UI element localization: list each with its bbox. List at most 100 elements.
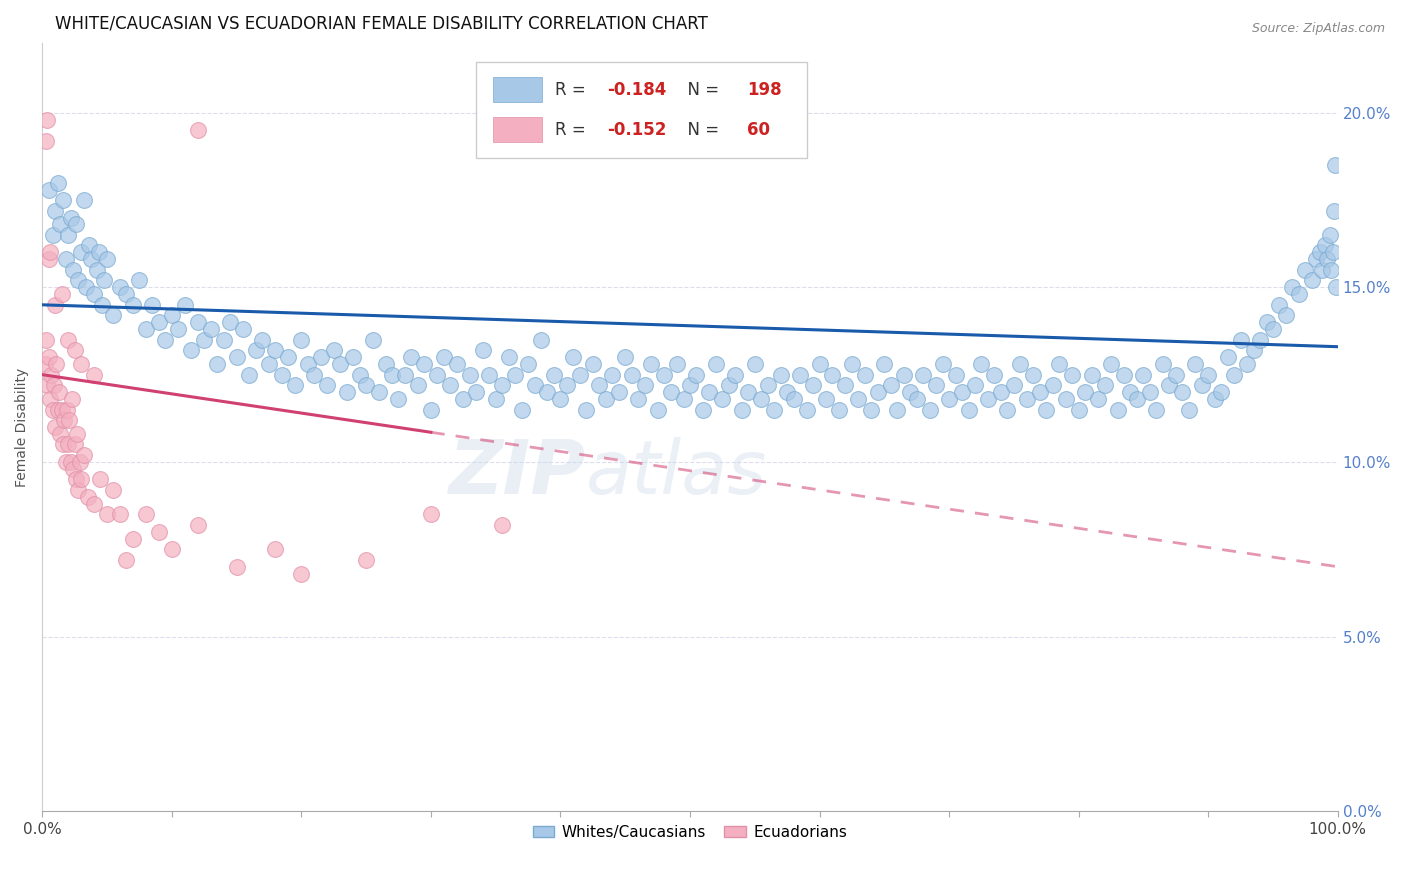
Point <box>938 392 960 406</box>
Point <box>277 350 299 364</box>
Point <box>1268 298 1291 312</box>
Point <box>37 378 59 392</box>
Point <box>880 378 903 392</box>
Point <box>52 437 75 451</box>
Point <box>38 350 60 364</box>
Point <box>749 392 772 406</box>
Point <box>35 333 58 347</box>
Point <box>672 392 695 406</box>
Text: N =: N = <box>678 120 724 139</box>
Point <box>666 357 689 371</box>
Text: Source: ZipAtlas.com: Source: ZipAtlas.com <box>1251 22 1385 36</box>
Text: 60: 60 <box>747 120 770 139</box>
Point <box>1320 263 1343 277</box>
Point <box>89 472 111 486</box>
Point <box>264 542 287 557</box>
Point <box>290 333 312 347</box>
Point <box>245 343 267 358</box>
Point <box>478 368 501 382</box>
Point <box>115 287 138 301</box>
Point <box>46 176 69 190</box>
Point <box>52 193 75 207</box>
Point <box>59 211 82 225</box>
Point <box>349 368 371 382</box>
Point <box>1261 322 1284 336</box>
Point <box>69 455 91 469</box>
Point <box>977 392 1000 406</box>
Point <box>1042 378 1064 392</box>
Point <box>77 238 100 252</box>
Point <box>1035 402 1057 417</box>
Point <box>225 350 247 364</box>
Point <box>983 368 1005 382</box>
FancyBboxPatch shape <box>494 118 543 142</box>
Point <box>90 298 112 312</box>
Point <box>39 392 62 406</box>
Text: 198: 198 <box>747 81 782 99</box>
Text: -0.184: -0.184 <box>607 81 666 99</box>
Point <box>647 402 669 417</box>
Point <box>614 350 637 364</box>
Point <box>65 472 87 486</box>
Point <box>536 385 558 400</box>
Point <box>1319 227 1341 242</box>
Point <box>115 553 138 567</box>
Point <box>1275 308 1298 322</box>
Point <box>148 524 170 539</box>
Point <box>789 368 811 382</box>
Point <box>304 368 326 382</box>
Point <box>135 322 157 336</box>
Point <box>122 532 145 546</box>
Point <box>309 350 332 364</box>
Point <box>322 343 344 358</box>
Point <box>796 402 818 417</box>
Text: atlas: atlas <box>586 437 768 509</box>
Point <box>1256 315 1278 329</box>
Point <box>1322 245 1344 260</box>
Point <box>180 343 202 358</box>
Point <box>485 392 508 406</box>
Point <box>498 350 520 364</box>
Point <box>503 368 526 382</box>
Point <box>368 385 391 400</box>
Point <box>575 402 598 417</box>
Point <box>44 203 66 218</box>
Text: ZIP: ZIP <box>449 436 586 509</box>
Point <box>821 368 844 382</box>
Point <box>970 357 993 371</box>
Point <box>122 298 145 312</box>
Point <box>465 385 488 400</box>
Point <box>56 402 79 417</box>
Point <box>83 497 105 511</box>
Point <box>1211 385 1233 400</box>
Point <box>1152 357 1174 371</box>
Point <box>523 378 546 392</box>
Point <box>963 378 986 392</box>
Point <box>1062 368 1084 382</box>
Point <box>1164 368 1187 382</box>
Point <box>1144 402 1167 417</box>
Point <box>873 357 896 371</box>
Point <box>866 385 889 400</box>
Point <box>55 252 77 267</box>
Point <box>471 343 494 358</box>
Point <box>1249 333 1271 347</box>
Point <box>72 193 94 207</box>
Point <box>35 134 58 148</box>
Point <box>401 350 423 364</box>
Text: R =: R = <box>555 120 592 139</box>
Point <box>187 517 209 532</box>
Y-axis label: Female Disability: Female Disability <box>15 368 30 487</box>
Point <box>160 542 183 557</box>
Point <box>225 559 247 574</box>
Point <box>39 368 62 382</box>
Point <box>141 298 163 312</box>
Point <box>995 402 1018 417</box>
Point <box>1281 280 1303 294</box>
Point <box>1171 385 1194 400</box>
Point <box>555 378 578 392</box>
Point <box>41 227 63 242</box>
Point <box>284 378 307 392</box>
Point <box>374 357 396 371</box>
Point <box>387 392 409 406</box>
